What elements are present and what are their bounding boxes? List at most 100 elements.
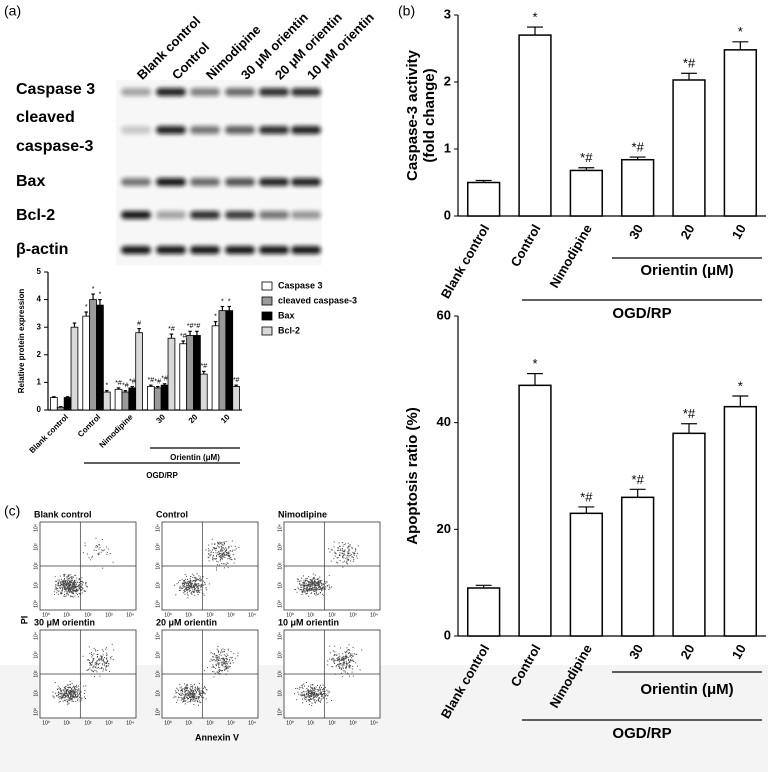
flow-dot <box>183 698 185 700</box>
flow-dot <box>76 689 78 690</box>
flow-tick-label: 10⁴ <box>126 612 134 618</box>
flow-dot <box>310 593 312 594</box>
flow-dot <box>64 699 66 701</box>
flow-dot <box>343 664 345 666</box>
flow-dot <box>227 661 229 663</box>
flow-dot <box>64 686 66 688</box>
flow-dot <box>211 543 213 545</box>
flow-dot <box>194 581 196 583</box>
flow-dot <box>342 551 344 553</box>
flow-title: 30 μM orientin <box>34 617 95 627</box>
flow-dot <box>195 686 197 688</box>
flow-dot <box>320 692 322 694</box>
flow-dot <box>219 549 221 551</box>
flow-dot <box>316 593 318 595</box>
flow-dot <box>221 542 223 544</box>
flow-dot <box>226 553 228 555</box>
flow-dot <box>96 663 98 664</box>
flow-dot <box>345 660 347 662</box>
flow-dot <box>78 688 80 690</box>
flow-dot <box>69 582 71 584</box>
flow-dot <box>195 589 197 591</box>
significance-label: *# <box>580 489 593 504</box>
flow-dot <box>77 699 79 701</box>
flow-dot <box>105 661 107 663</box>
flow-dot <box>302 582 304 584</box>
flow-dot <box>81 584 83 586</box>
flow-dot <box>305 696 307 698</box>
flow-dot <box>227 667 229 669</box>
flow-dot <box>337 657 339 659</box>
flow-dot <box>318 698 320 700</box>
flow-dot <box>60 593 62 595</box>
flow-dot <box>338 657 340 659</box>
flow-dot <box>196 577 198 579</box>
flow-dot <box>304 581 306 583</box>
flow-dot <box>345 666 347 668</box>
flow-dot <box>218 666 219 668</box>
bar <box>135 332 143 411</box>
flow-dot <box>58 701 60 703</box>
flow-dot <box>62 582 64 583</box>
flow-dot <box>181 583 183 585</box>
group-label: OGD/RP <box>146 471 178 480</box>
flow-dot <box>211 660 213 661</box>
bar <box>672 79 706 217</box>
flow-dot <box>307 583 309 585</box>
flow-dot <box>216 656 217 658</box>
flow-dot <box>187 578 188 580</box>
flow-dot <box>184 691 186 692</box>
flow-dot <box>217 646 219 647</box>
significance-label: * <box>221 298 224 305</box>
flow-dot <box>316 587 317 589</box>
flow-dot <box>73 585 75 587</box>
flow-dot <box>321 590 323 592</box>
flow-dot <box>314 584 316 586</box>
flow-tick-label: 10⁴ <box>248 720 256 726</box>
flow-dot <box>223 553 225 555</box>
flow-dot <box>315 694 317 696</box>
flow-dot <box>221 551 223 553</box>
flow-dot <box>97 650 99 651</box>
flow-dot <box>194 695 196 697</box>
flow-dot <box>215 558 217 560</box>
flow-dot <box>75 583 77 585</box>
bar <box>569 169 603 217</box>
flow-tick-label: 10⁰ <box>286 612 294 618</box>
flow-dot <box>197 701 199 703</box>
flow-dot <box>212 671 214 672</box>
flow-dot <box>68 584 70 585</box>
flow-dot <box>198 700 200 702</box>
flow-dot <box>72 691 74 692</box>
flow-dot <box>209 660 211 662</box>
flow-dot <box>216 554 218 556</box>
flow-dot <box>337 557 339 558</box>
significance-label: *# <box>632 472 645 487</box>
flow-dot <box>186 690 187 691</box>
flow-dot <box>310 589 312 591</box>
flow-dot <box>227 562 229 564</box>
flow-dot <box>78 579 80 581</box>
flow-dot <box>346 650 348 652</box>
significance-label: *# <box>122 383 129 390</box>
flow-dot <box>357 665 358 667</box>
flow-dot <box>349 661 351 663</box>
flow-dot <box>86 669 88 671</box>
flow-dot <box>200 692 201 694</box>
flow-dot <box>191 696 193 698</box>
flow-tick-label: 10² <box>277 562 283 570</box>
flow-dot <box>63 587 65 588</box>
flow-dot <box>192 573 194 575</box>
flow-dot <box>91 654 93 655</box>
flow-dot <box>183 683 185 685</box>
flow-dot <box>192 688 194 690</box>
flow-dot <box>188 585 190 587</box>
flow-dot <box>91 557 93 559</box>
flow-dot <box>67 574 69 576</box>
flow-dot <box>315 691 317 693</box>
flow-dot <box>204 584 206 586</box>
flow-dot <box>217 541 219 543</box>
flow-dot <box>300 589 302 590</box>
flow-dot <box>67 586 69 588</box>
flow-dot <box>73 685 75 687</box>
